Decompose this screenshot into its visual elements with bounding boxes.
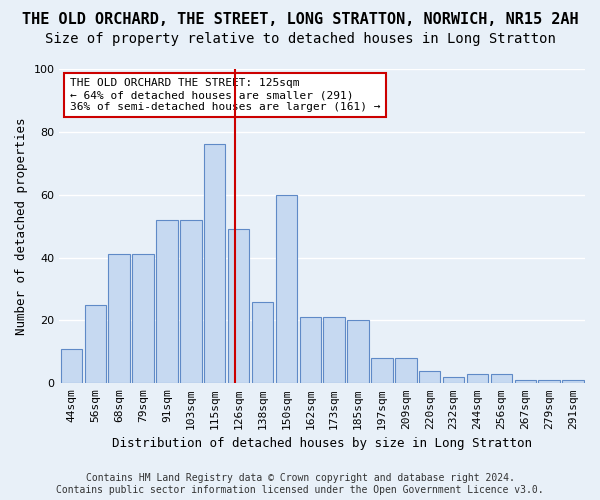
Bar (299, 318, 321, 384)
Bar (467, 374, 488, 384)
Bar (156, 220, 178, 384)
Bar (228, 230, 250, 384)
Bar (419, 370, 440, 384)
Bar (395, 358, 416, 384)
Text: THE OLD ORCHARD, THE STREET, LONG STRATTON, NORWICH, NR15 2AH: THE OLD ORCHARD, THE STREET, LONG STRATT… (22, 12, 578, 28)
Bar (491, 374, 512, 384)
Bar (109, 254, 130, 384)
Text: Contains HM Land Registry data © Crown copyright and database right 2024.
Contai: Contains HM Land Registry data © Crown c… (56, 474, 544, 495)
Bar (61, 348, 82, 384)
Bar (538, 380, 560, 384)
Bar (252, 302, 273, 384)
Bar (371, 358, 392, 384)
Bar (562, 380, 584, 384)
Bar (204, 144, 226, 384)
Bar (85, 304, 106, 384)
Bar (515, 380, 536, 384)
Text: Size of property relative to detached houses in Long Stratton: Size of property relative to detached ho… (44, 32, 556, 46)
Bar (180, 220, 202, 384)
Bar (323, 318, 345, 384)
X-axis label: Distribution of detached houses by size in Long Stratton: Distribution of detached houses by size … (112, 437, 532, 450)
Text: THE OLD ORCHARD THE STREET: 125sqm
← 64% of detached houses are smaller (291)
36: THE OLD ORCHARD THE STREET: 125sqm ← 64%… (70, 78, 380, 112)
Bar (347, 320, 369, 384)
Y-axis label: Number of detached properties: Number of detached properties (15, 118, 28, 335)
Bar (275, 194, 297, 384)
Bar (132, 254, 154, 384)
Bar (443, 377, 464, 384)
